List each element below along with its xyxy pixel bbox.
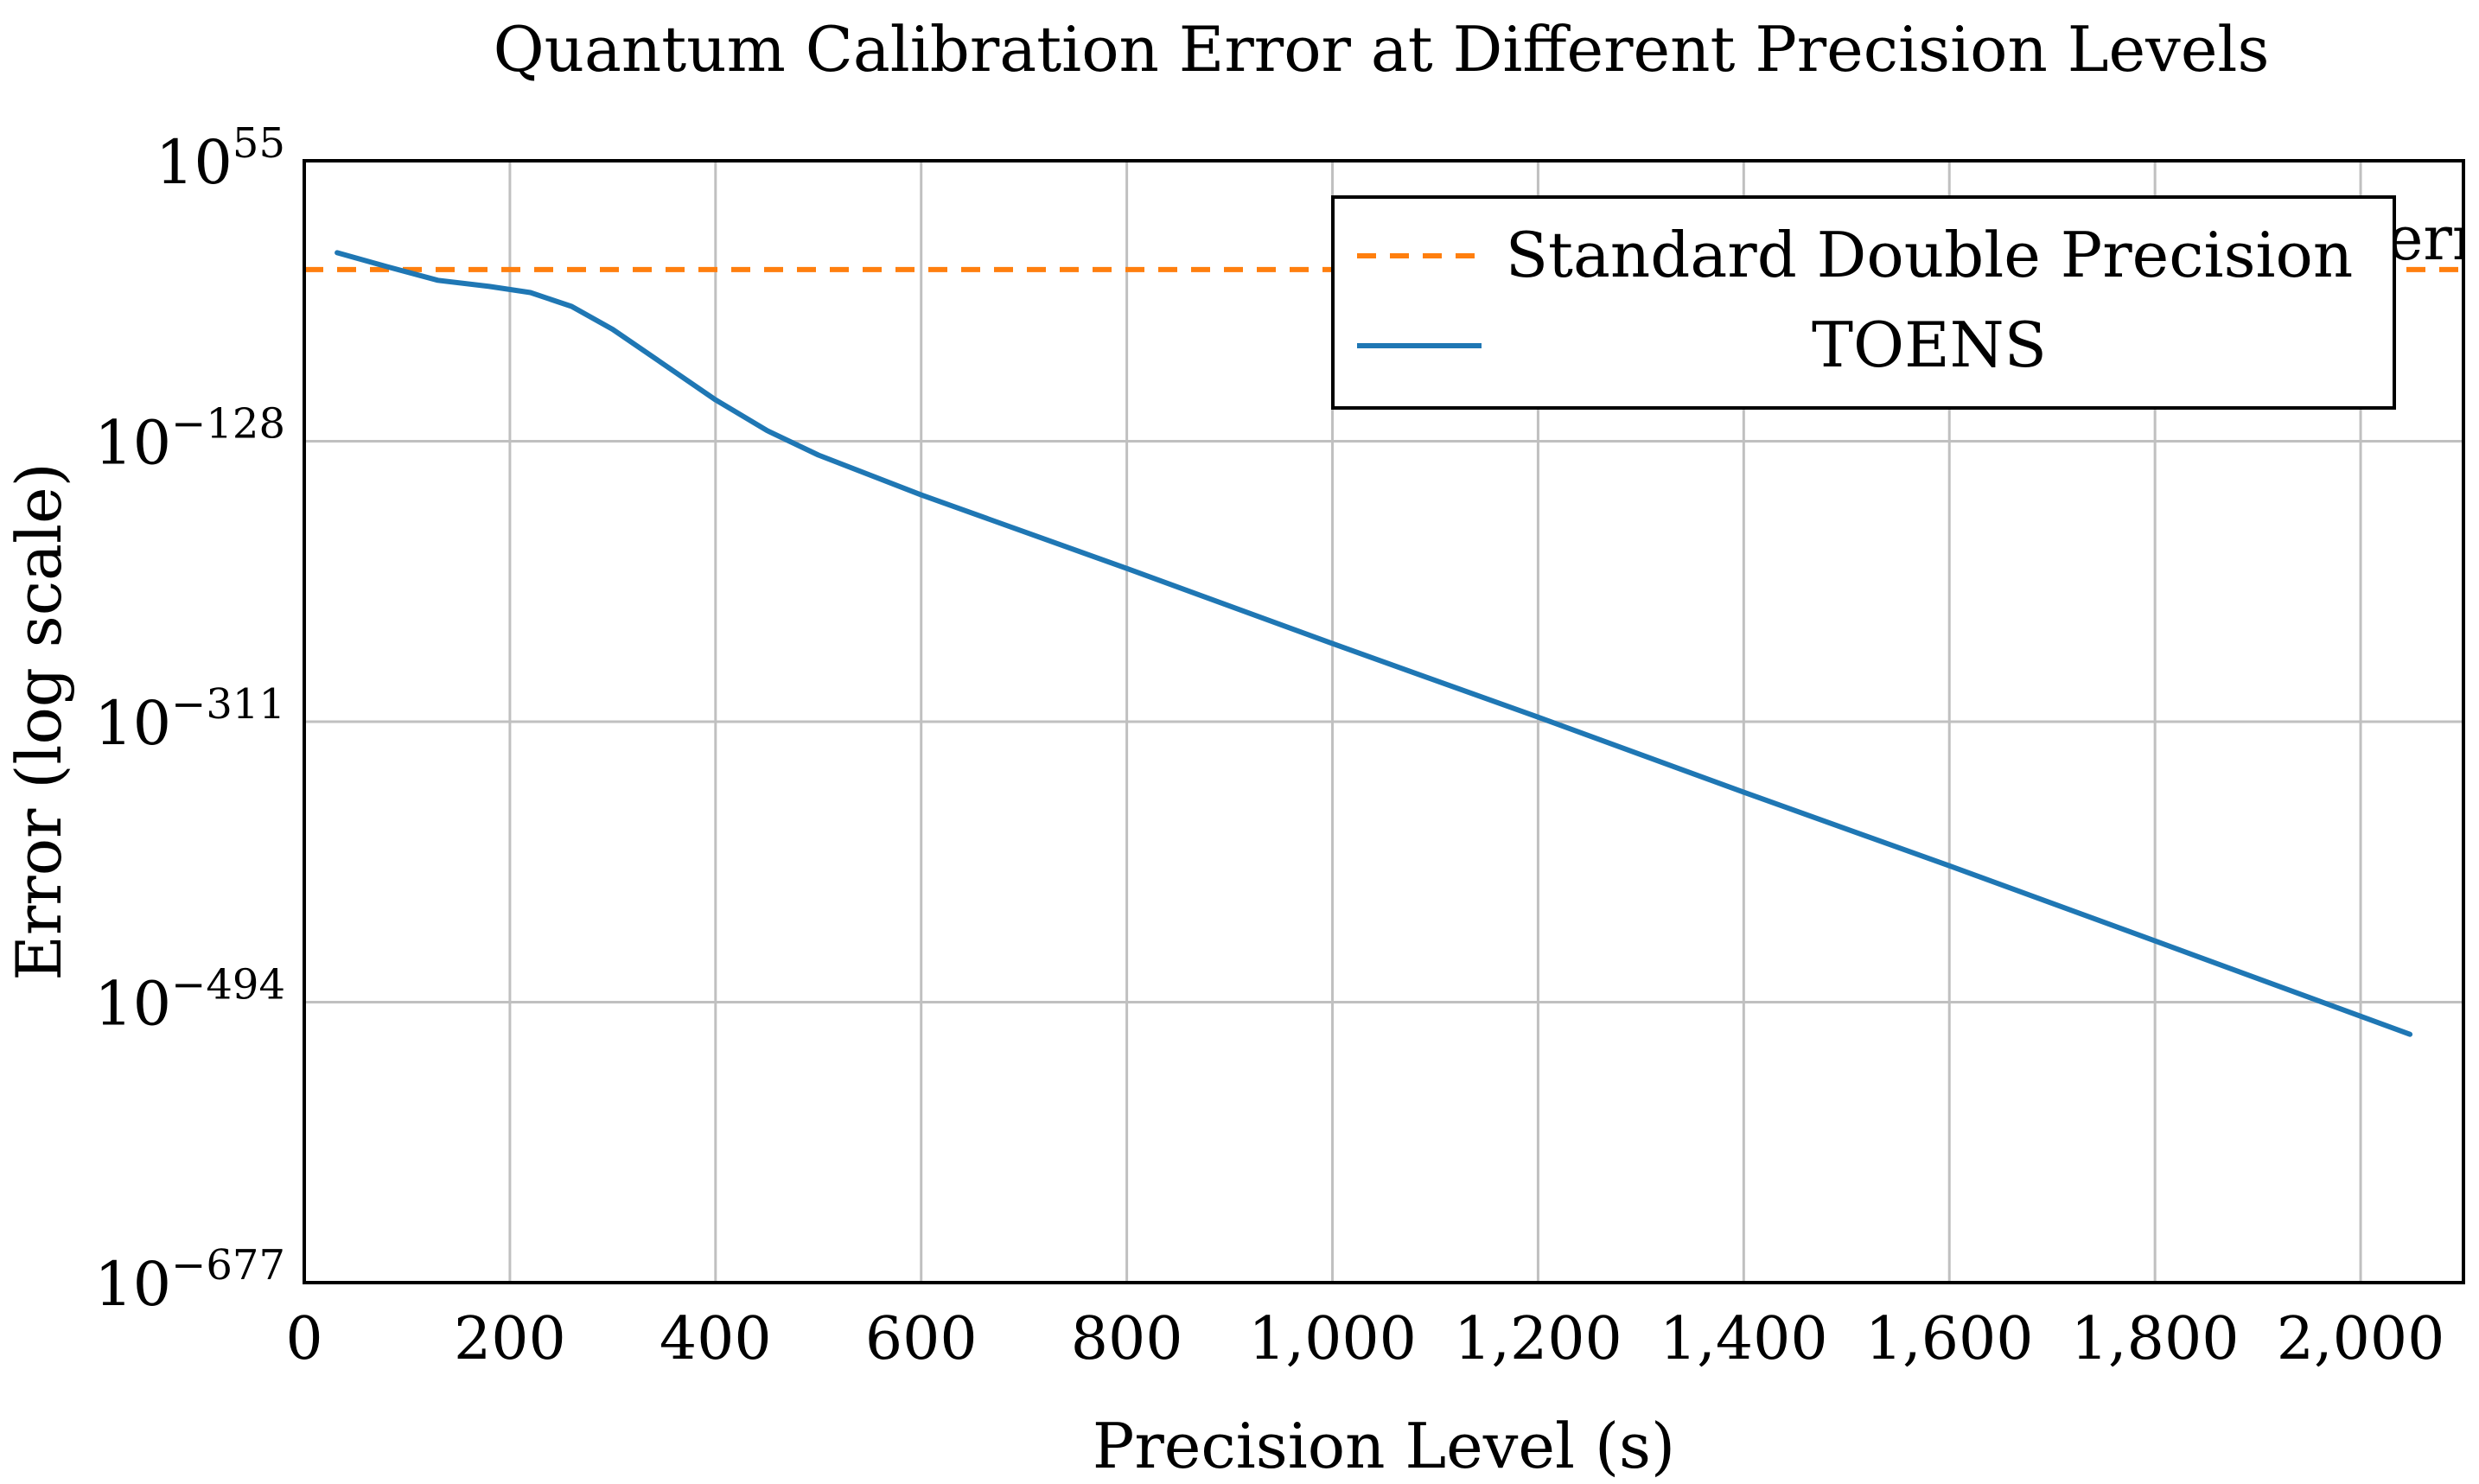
x-tick-label-0: 0 (285, 1305, 322, 1373)
series-layer (304, 250, 2463, 1037)
y-axis-label: Error (log scale) (3, 462, 75, 980)
y-tick-labels: 1055 10−128 10−311 10−494 10−677 (94, 119, 285, 1320)
legend-label-standard-double-precision: Standard Double Precision (1506, 219, 2354, 291)
y-tick-label-4: 10−677 (94, 1241, 285, 1320)
plot-area-frame (303, 159, 2465, 1284)
legend-box (1331, 195, 2396, 410)
x-tick-label-9: 1,800 (2071, 1305, 2240, 1373)
y-tick-label-1: 10−128 (94, 400, 285, 479)
y-tick-label-3: 10−494 (94, 961, 285, 1040)
x-tick-label-6: 1,200 (1454, 1305, 1622, 1373)
x-axis-label: Precision Level (s) (1093, 1410, 1675, 1482)
series-line-toens (335, 250, 2413, 1037)
y-tick-label-2: 10−311 (94, 680, 285, 759)
annotation-text: err (2387, 203, 2479, 274)
chart-title: Quantum Calibration Error at Different P… (494, 13, 2270, 86)
y-tick-label-0: 1055 (156, 119, 285, 198)
x-tick-label-8: 1,600 (1865, 1305, 2034, 1373)
x-tick-label-3: 600 (865, 1305, 978, 1373)
x-tick-label-4: 800 (1071, 1305, 1183, 1373)
x-tick-label-10: 2,000 (2277, 1305, 2445, 1373)
x-tick-label-1: 200 (454, 1305, 566, 1373)
legend: Standard Double Precision TOENS (1331, 195, 2396, 410)
x-tick-label-5: 1,000 (1248, 1305, 1417, 1373)
x-tick-label-7: 1,400 (1660, 1305, 1828, 1373)
x-tick-label-2: 400 (660, 1305, 772, 1373)
legend-label-toens: TOENS (1812, 309, 2047, 381)
x-tick-labels: 0 200 400 600 800 1,000 1,200 1,400 1,600 1,800 2,… (285, 1305, 2444, 1373)
